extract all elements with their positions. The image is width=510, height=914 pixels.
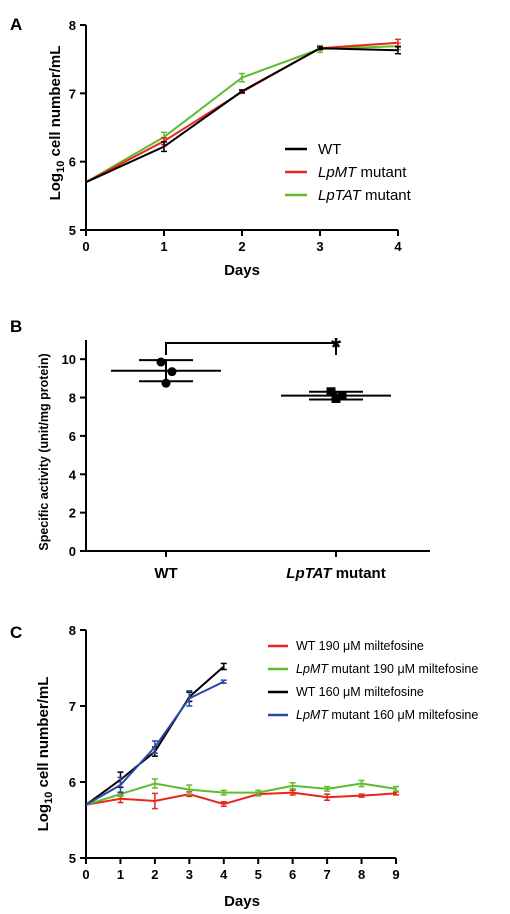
panel-b-y-tick-label: 8 [69, 391, 76, 406]
significance-bracket [165, 342, 337, 355]
panel-a-legend-label: LpTAT mutant [318, 187, 412, 204]
panel-a-legend-label: LpMT mutant [318, 164, 407, 181]
panel-c-x-tick-label: 2 [151, 867, 158, 882]
panel-b-category-label: LpTAT mutant [286, 565, 385, 582]
panel-b-data-point [337, 391, 347, 401]
panel-c-x-tick-label: 7 [323, 867, 330, 882]
panel-a-x-tick-label: 3 [316, 239, 323, 254]
panel-b-y-tick-label: 2 [69, 506, 76, 521]
panel-a-x-axis-label: Days [224, 262, 260, 279]
panel-c-legend-label: LpMT mutant 160 μM miltefosine [296, 708, 478, 722]
panel-c-y-tick-label: 6 [69, 775, 76, 790]
panel-b-y-tick-label: 6 [69, 429, 76, 444]
panel-a-x-tick-label: 2 [238, 239, 245, 254]
panel-a-series-line [85, 47, 399, 184]
panel-a-y-tick-label: 5 [69, 223, 76, 238]
panel-b-chart: B 0 2 4 6 8 10 WT LpTAT mutant Specific activit… [10, 317, 430, 582]
panel-c-x-axis-label: Days [224, 893, 260, 910]
panel-a-x-tick-label: 1 [160, 239, 167, 254]
panel-c-x-tick-label: 9 [392, 867, 399, 882]
panel-c-y-axis-label: Log10 cell number/mL [35, 677, 55, 832]
panel-c-letter: C [10, 623, 22, 642]
panel-b-category-label: WT [154, 565, 177, 582]
panel-c-legend-label: WT 190 μM miltefosine [296, 639, 424, 653]
panel-a-x-tick-label: 0 [82, 239, 89, 254]
panel-b-y-axis-label: Specific activity (unit/mg protein) [37, 353, 51, 550]
panel-b-y-tick-label: 0 [69, 544, 76, 559]
panel-c-x-tick-label: 1 [117, 867, 124, 882]
panel-c-x-tick-label: 0 [82, 867, 89, 882]
panel-c-x-tick-label: 4 [220, 867, 228, 882]
panel-a-letter: A [10, 15, 22, 34]
panel-c-legend-label: LpMT mutant 190 μM miltefosine [296, 662, 478, 676]
panel-a-y-tick-label: 8 [69, 18, 76, 33]
panel-a-y-tick-label: 6 [69, 155, 76, 170]
panel-c-legend-label: WT 160 μM miltefosine [296, 685, 424, 699]
panel-c-y-tick-label: 7 [69, 699, 76, 714]
panel-c-legend: WT 190 μM miltefosine LpMT mutant 190 μM … [268, 639, 478, 722]
panel-c-series-line [85, 782, 397, 806]
panel-b-data-point [156, 357, 166, 367]
panel-c-y-tick-label: 5 [69, 851, 76, 866]
panel-c-x-tick-label: 3 [186, 867, 193, 882]
panel-a-legend: WT LpMT mutant LpTAT mutant [285, 141, 412, 204]
panel-a-chart: A 5 6 7 8 0 1 2 3 4 Days Log10 cell number/mL WT… [10, 15, 412, 279]
panel-b-data-point [167, 367, 177, 377]
panel-b-y-tick-label: 4 [69, 467, 77, 482]
panel-c-x-tick-label: 6 [289, 867, 296, 882]
panel-b-y-tick-label: 10 [62, 352, 76, 367]
panel-b-data-point [331, 394, 341, 404]
panel-b-data-point [161, 378, 171, 388]
panel-a-y-axis-label: Log10 cell number/mL [47, 46, 67, 201]
panel-c-chart: C 5 6 7 8 0 1 2 3 4 5 6 7 8 9 Days Log10 cell number/… [10, 623, 478, 910]
panel-a-legend-label: WT [318, 141, 341, 158]
panel-c-series-line [85, 791, 397, 806]
panel-c-x-tick-label: 5 [255, 867, 262, 882]
panel-c-y-tick-label: 8 [69, 623, 76, 638]
panel-b-letter: B [10, 317, 22, 336]
panel-a-x-tick-label: 4 [394, 239, 402, 254]
significance-marker: * [331, 332, 342, 362]
panel-b-data-point [326, 387, 336, 397]
panel-a-y-tick-label: 7 [69, 86, 76, 101]
panel-c-x-tick-label: 8 [358, 867, 365, 882]
